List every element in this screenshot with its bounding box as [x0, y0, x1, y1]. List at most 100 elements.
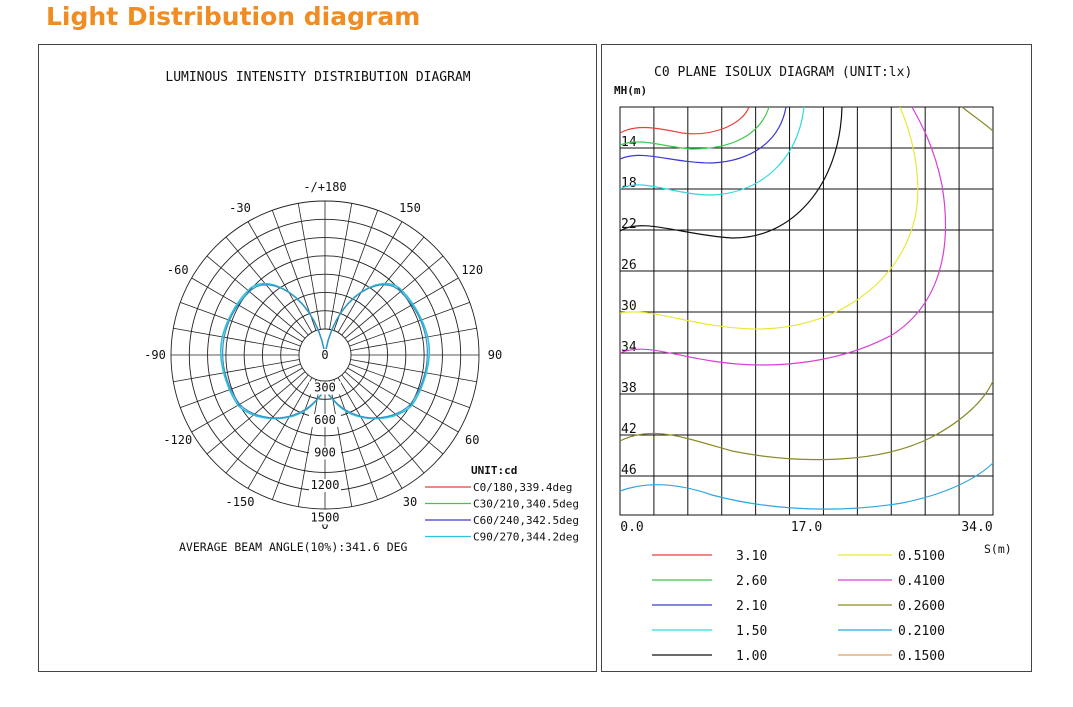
- isolux-legend-label: 3.10: [736, 549, 767, 564]
- isolux-legend-label: 0.2600: [898, 599, 945, 614]
- polar-spoke: [297, 203, 321, 330]
- isolux-legend-label: 0.2100: [898, 624, 945, 639]
- polar-angle-label: -120: [163, 433, 192, 447]
- isolux-curve-0-2600: [619, 380, 994, 461]
- polar-spoke: [344, 371, 444, 455]
- polar-spoke: [206, 371, 306, 455]
- isolux-curve-corner: [961, 106, 994, 132]
- isolux-y-tick: 30: [621, 299, 637, 314]
- polar-angle-label: 120: [461, 263, 483, 277]
- isolux-y-tick: 34: [621, 340, 637, 355]
- polar-spoke: [180, 363, 301, 409]
- isolux-legend-label: 0.5100: [898, 549, 945, 564]
- isolux-curves: [619, 106, 994, 510]
- polar-angle-label: 30: [403, 495, 417, 509]
- isolux-legend-label: 1.50: [736, 624, 767, 639]
- isolux-y-tick: 38: [621, 381, 637, 396]
- polar-spoke: [341, 236, 425, 336]
- isolux-legend-label: 0.1500: [898, 649, 945, 664]
- isolux-x-tick: 0.0: [620, 520, 643, 535]
- polar-angle-label: 150: [399, 201, 421, 215]
- polar-spoke: [271, 379, 317, 500]
- beam-angle-text: AVERAGE BEAM ANGLE(10%):341.6 DEG: [179, 540, 408, 554]
- isolux-legend-label: 0.4100: [898, 574, 945, 589]
- polar-angle-label: -90: [144, 348, 166, 362]
- polar-angle-label: -/+180: [303, 180, 346, 194]
- polar-spoke: [191, 367, 303, 433]
- isolux-curve-0-5100: [619, 106, 919, 330]
- polar-angle-label: -60: [167, 263, 189, 277]
- isolux-y-tick: 42: [621, 422, 637, 437]
- polar-radial-label: 300: [314, 381, 336, 395]
- polar-angle-label: 0: [321, 518, 328, 532]
- polar-legend-label: C90/270,344.2deg: [473, 531, 579, 544]
- polar-spoke: [297, 380, 321, 507]
- isolux-legend-label: 2.60: [736, 574, 767, 589]
- polar-radial-label: 0: [321, 348, 328, 362]
- polar-grid: [170, 200, 480, 510]
- polar-radial-label: 1500: [311, 511, 340, 525]
- radial-label-bg: [309, 446, 341, 460]
- isolux-diagram: C0 PLANE ISOLUX DIAGRAM (UNIT:lx) MH(m) …: [614, 65, 1012, 664]
- polar-spoke: [206, 255, 306, 339]
- polar-spoke: [349, 363, 470, 409]
- polar-angle-label: 90: [488, 348, 502, 362]
- isolux-curve-2-10: [619, 106, 787, 164]
- polar-legend: C0/180,339.4deg C30/210,340.5deg C60/240,3…: [425, 481, 579, 544]
- polar-spoke: [350, 359, 477, 383]
- isolux-legend-label: 2.10: [736, 599, 767, 614]
- radial-label-bg: [309, 381, 341, 395]
- isolux-grid: [619, 106, 994, 516]
- polar-angle-label: -150: [226, 495, 255, 509]
- isolux-legend-label: 1.00: [736, 649, 767, 664]
- polar-spoke: [349, 301, 470, 347]
- isolux-y-tick: 26: [621, 258, 637, 273]
- polar-spoke: [341, 374, 425, 474]
- isolux-curve-2-60: [619, 106, 770, 150]
- page-heading: Light Distribution diagram: [46, 2, 421, 31]
- polar-spoke: [329, 380, 353, 507]
- isolux-x-ticks: 0.0 17.0 34.0: [620, 520, 992, 535]
- mh-axis-label: MH(m): [614, 84, 647, 97]
- polar-spoke: [329, 203, 353, 330]
- polar-spoke: [337, 221, 403, 333]
- polar-radial-label: 900: [314, 446, 336, 460]
- polar-spoke: [347, 367, 459, 433]
- polar-title: LUMINOUS INTENSITY DISTRIBUTION DIAGRAM: [165, 70, 470, 85]
- polar-spoke: [191, 277, 303, 343]
- isolux-diagram-panel: C0 PLANE ISOLUX DIAGRAM (UNIT:lx) MH(m) …: [601, 44, 1032, 672]
- polar-spoke: [247, 377, 313, 489]
- polar-diagram-panel: LUMINOUS INTENSITY DISTRIBUTION DIAGRAM …: [38, 44, 597, 672]
- isolux-y-tick: 46: [621, 463, 637, 478]
- unit-label: UNIT:cd: [471, 464, 517, 477]
- isolux-curve-0-2100: [619, 462, 994, 510]
- isolux-legend: 3.10 2.60 2.10 1.50 1.00 0.5100 0.4100 0.2600 0.…: [652, 549, 945, 664]
- polar-spoke: [173, 359, 300, 383]
- polar-spoke: [173, 327, 300, 351]
- isolux-curve-1-00: [619, 106, 843, 239]
- polar-spoke: [344, 255, 444, 339]
- radial-label-bg: [309, 479, 341, 492]
- isolux-frame: [619, 106, 994, 516]
- polar-spoke: [225, 374, 309, 474]
- polar-spoke: [271, 210, 317, 331]
- isolux-curve-3-10: [619, 106, 750, 135]
- polar-spoke: [333, 210, 379, 331]
- isolux-x-tick: 17.0: [791, 520, 822, 535]
- polar-radial-label: 1200: [311, 478, 340, 492]
- isolux-curve-1-50: [619, 106, 805, 196]
- polar-diagram: LUMINOUS INTENSITY DISTRIBUTION DIAGRAM …: [144, 70, 579, 554]
- polar-legend-label: C30/210,340.5deg: [473, 498, 579, 511]
- radial-label-bg: [309, 414, 341, 427]
- polar-spoke: [350, 327, 477, 351]
- polar-spoke: [225, 236, 309, 336]
- radial-label-bg: [309, 511, 341, 525]
- isolux-curve-0-4100: [619, 106, 947, 366]
- polar-spoke: [347, 277, 459, 343]
- polar-radial-label: 600: [314, 413, 336, 427]
- polar-spoke: [333, 379, 379, 500]
- polar-legend-label: C0/180,339.4deg: [473, 481, 572, 494]
- polar-spoke: [180, 301, 301, 347]
